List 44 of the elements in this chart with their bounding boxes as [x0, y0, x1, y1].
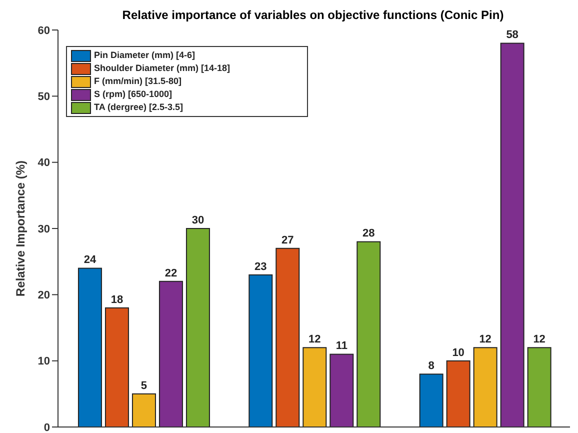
y-tick-label: 0 [44, 422, 50, 433]
data-label: 10 [452, 346, 464, 359]
bar [419, 374, 444, 427]
bar [158, 280, 183, 427]
data-label: 18 [110, 294, 124, 306]
y-tick-label: 10 [38, 356, 50, 368]
legend-label: TA (dergree) [2.5-3.5] [94, 101, 184, 114]
data-label: 30 [192, 214, 204, 226]
bar [330, 354, 354, 427]
legend-label: F (mm/min) [31.5-80] [94, 75, 182, 88]
data-label: 12 [479, 334, 492, 346]
legend-label: S (rpm) [650-1000] [94, 88, 172, 101]
bar [302, 347, 327, 427]
data-label: 22 [164, 267, 178, 280]
chart-title: Relative importance of variables on objective functions (Conic Pin) [121, 8, 505, 22]
bar [186, 228, 210, 427]
data-label: 58 [506, 29, 518, 42]
data-label: 8 [428, 360, 434, 372]
y-tick-label: 60 [38, 24, 50, 37]
bar [446, 360, 470, 427]
y-axis-title: Relative Importance (%) [13, 160, 28, 297]
data-label: 12 [533, 334, 546, 346]
y-tick-label: 40 [38, 157, 50, 170]
data-label: 23 [254, 260, 267, 273]
bar [356, 241, 381, 427]
data-label: 5 [140, 380, 148, 392]
bar [500, 42, 524, 427]
bar [78, 268, 102, 427]
y-tick-label: 20 [38, 290, 50, 302]
bar [527, 347, 552, 427]
data-label: 24 [84, 254, 97, 266]
data-label: 28 [362, 228, 375, 240]
bar [248, 274, 273, 427]
bar [132, 393, 156, 427]
y-tick-label: 50 [38, 91, 50, 104]
legend-label: Pin Diameter (mm) [4-6] [94, 49, 196, 62]
data-label: 27 [282, 234, 294, 246]
y-tick-label: 30 [38, 223, 50, 236]
legend-label: Shoulder Diameter (mm) [14-18] [94, 62, 230, 75]
data-label: 12 [308, 334, 321, 346]
bar [104, 307, 129, 427]
bar [473, 347, 498, 427]
bar [276, 248, 300, 427]
data-label: 11 [336, 340, 348, 352]
